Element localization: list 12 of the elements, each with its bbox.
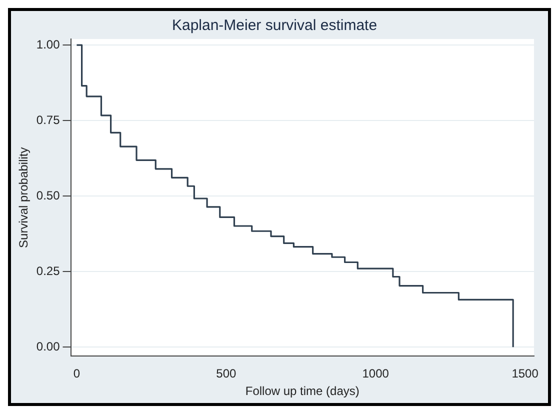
y-tick-label: 0.00 (36, 339, 60, 354)
y-tick-label: 1.00 (36, 37, 60, 52)
y-tick-label: 0.50 (36, 188, 60, 202)
y-tick-label: 0.25 (36, 264, 60, 278)
chart-title: Kaplan-Meier survival estimate (172, 17, 378, 34)
x-axis-title: Follow up time (days) (245, 384, 360, 398)
y-axis-title: Survival probability (16, 147, 31, 248)
x-tick-label: 1500 (512, 366, 539, 381)
x-tick-label: 1000 (362, 366, 390, 381)
x-tick-label: 0 (73, 366, 80, 381)
y-tick-label: 0.75 (36, 112, 60, 127)
x-tick-label: 500 (216, 366, 236, 381)
